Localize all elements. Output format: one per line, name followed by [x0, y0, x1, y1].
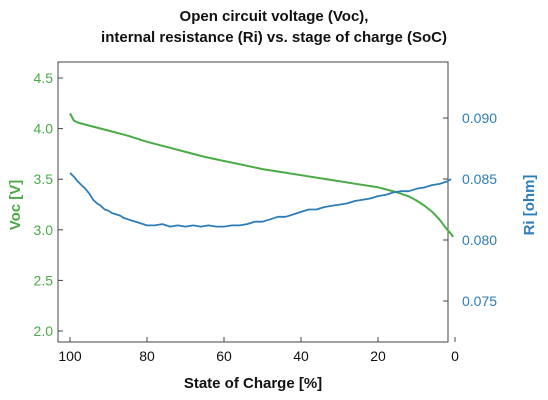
- left-tick-label: 2.5: [34, 272, 54, 288]
- left-tick-label: 4.0: [34, 121, 54, 137]
- right-tick-label: 0.080: [462, 232, 497, 248]
- series-lines: [69, 112, 454, 238]
- ri-series-line: [69, 172, 452, 228]
- right-tick-label: 0.075: [462, 293, 497, 309]
- left-tick-label: 4.5: [34, 70, 54, 86]
- x-tick-label: 0: [451, 348, 459, 364]
- x-axis-label: State of Charge [%]: [184, 375, 322, 392]
- left-tick-label: 3.0: [34, 222, 54, 238]
- chart-title-line-1: Open circuit voltage (Voc),: [179, 8, 369, 25]
- x-tick-label: 40: [293, 348, 309, 364]
- x-tick-label: 20: [370, 348, 386, 364]
- x-tick-label: 100: [58, 348, 82, 364]
- left-tick-label: 3.5: [34, 171, 54, 187]
- y-axis-label-left: Voc [V]: [7, 180, 24, 231]
- right-tick-label: 0.090: [462, 110, 497, 126]
- chart-title-line-2: internal resistance (Ri) vs. stage of ch…: [101, 29, 447, 46]
- right-tick-label: 0.085: [462, 171, 497, 187]
- x-tick-label: 60: [216, 348, 232, 364]
- voc-series-line: [69, 112, 454, 238]
- left-axis-ticks: 2.0 2.5 3.0 3.5 4.0 4.5: [34, 70, 63, 339]
- plot-frame: [57, 61, 449, 343]
- right-axis-ticks: 0.075 0.080 0.085 0.090: [443, 110, 497, 309]
- x-axis-ticks: 100 80 60 40 20 0: [58, 337, 459, 364]
- y-axis-label-right: Ri [ohm]: [521, 175, 538, 236]
- x-tick-label: 80: [139, 348, 155, 364]
- left-tick-label: 2.0: [34, 323, 54, 339]
